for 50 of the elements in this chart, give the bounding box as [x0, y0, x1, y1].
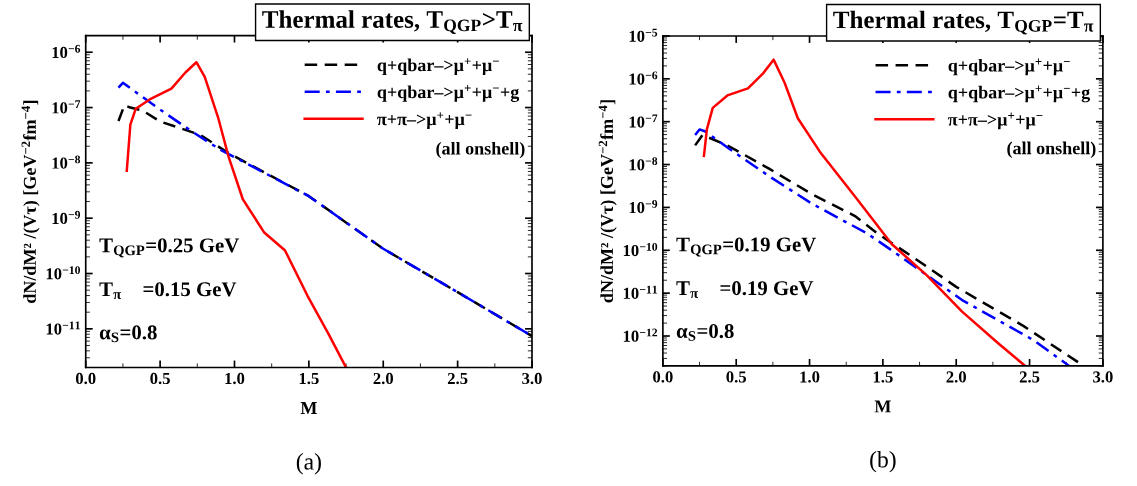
x-tick-label: 2.5	[1019, 371, 1040, 383]
x-tick-label: 3.0	[522, 372, 542, 385]
text: (b)	[870, 450, 896, 473]
x-tick-label: 1.0	[800, 371, 820, 383]
annotation: α$_{S}$=0.8	[99, 325, 157, 343]
x-tick-label: 0.0	[75, 372, 96, 385]
chart-title: Thermal rates, T$_{QGP}$>T$_{π}$	[262, 10, 523, 34]
legend-label: q+qbar–>μ$^{+}$+μ$^{−}$	[948, 58, 1070, 76]
annotation: (all onshell)	[1007, 141, 1096, 158]
y-tick-label: 10$^{−12}$	[623, 328, 658, 342]
x-tick-label: 2.5	[447, 372, 468, 385]
annotation: T$_{QGP}$=0.25 GeV	[99, 238, 240, 258]
legend-label: π+π–>μ$^{+}$+μ$^{−}$	[377, 112, 472, 129]
y-axis-title: dN/dM² /(Vτ) [GeV$^{−2}$fm$^{−4}$]	[21, 100, 40, 304]
y-tick-label: 10$^{−7}$	[629, 114, 658, 128]
x-tick-label: 0.0	[653, 371, 673, 383]
text: T$_{π}$ =0.15 GeV	[99, 282, 237, 300]
y-tick-label: 10$^{−6}$	[52, 44, 81, 59]
y-tick-label: 10$^{−8}$	[629, 157, 658, 171]
y-tick-label: 10$^{−11}$	[623, 285, 658, 299]
y-axis-title: dN/dM² /(Vτ) [GeV$^{−2}$fm$^{−4}$]	[598, 100, 617, 303]
text: T$_{π}$ =0.19 GeV	[676, 281, 814, 298]
x-tick-label: 0.5	[726, 371, 747, 383]
legend-label: q+qbar–>μ$^{+}$+μ$^{−}$+g	[377, 85, 520, 102]
annotation: α$_{S}$=0.8	[676, 324, 734, 341]
annotation: T$_{QGP}$=0.19 GeV	[676, 237, 817, 257]
y-tick-label: 10$^{−11}$	[46, 321, 80, 335]
y-tick-label: 10$^{−6}$	[629, 71, 658, 85]
x-tick-label: 1.0	[225, 372, 245, 385]
x-tick-label: 0.5	[150, 372, 170, 385]
x-axis-title: M	[874, 400, 891, 413]
x-tick-label: 2.0	[373, 372, 394, 385]
x-tick-label: 1.5	[299, 372, 319, 385]
x-tick-label: 3.0	[1093, 371, 1113, 383]
chart-title: Thermal rates, T$_{QGP}$=T$_{π}$	[833, 10, 1094, 35]
x-tick-label: 1.5	[873, 371, 893, 383]
y-tick-label: 10$^{−10}$	[623, 242, 658, 257]
legend-label: q+qbar–>μ$^{+}$+μ$^{−}$+g	[948, 85, 1090, 103]
y-tick-label: 10$^{−9}$	[629, 200, 658, 214]
y-tick-label: 10$^{−10}$	[46, 266, 81, 280]
x-tick-label: 2.0	[946, 371, 966, 383]
legend-label: π+π–>μ$^{+}$+μ$^{−}$	[948, 112, 1043, 130]
y-tick-label: 10$^{−5}$	[629, 28, 658, 42]
legend-label: q+qbar–>μ$^{+}$+μ$^{−}$	[377, 58, 499, 75]
text: (a)	[296, 453, 321, 475]
y-tick-label: 10$^{−8}$	[52, 155, 81, 169]
y-tick-label: 10$^{−7}$	[52, 100, 81, 114]
y-tick-label: 10$^{−9}$	[52, 210, 81, 225]
x-axis-title: M	[300, 402, 317, 414]
annotation: (all onshell)	[436, 141, 525, 159]
